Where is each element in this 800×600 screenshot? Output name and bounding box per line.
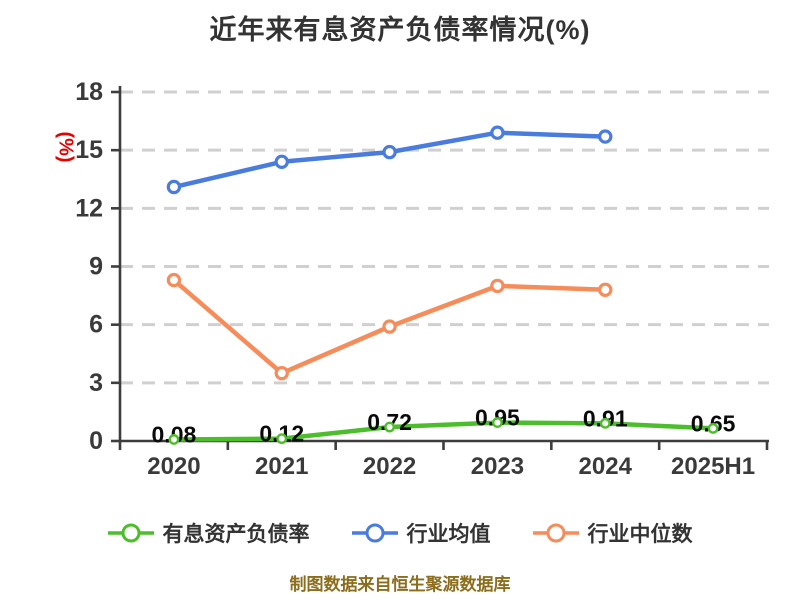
- legend-item-series-2[interactable]: 行业中位数: [532, 518, 693, 548]
- legend-item-series-1[interactable]: 行业均值: [351, 518, 491, 548]
- footer-note: 制图数据来自恒生聚源数据库: [289, 575, 511, 594]
- data-point-marker: [490, 278, 505, 294]
- y-tick-label: 6: [89, 311, 103, 339]
- data-point-marker: [276, 433, 288, 445]
- data-point-marker: [707, 422, 719, 434]
- x-category-label: 2025H1: [671, 453, 755, 480]
- data-point-marker: [382, 144, 397, 160]
- data-point-marker: [166, 179, 182, 195]
- data-point-marker: [599, 417, 611, 429]
- data-point-marker: [166, 272, 182, 288]
- series-line-1: [171, 130, 608, 190]
- line-circle-marker-icon: [532, 523, 579, 543]
- line-circle-marker-icon: [107, 523, 154, 543]
- data-point-marker: [384, 421, 395, 433]
- y-tick-label: 3: [89, 369, 103, 397]
- x-category-label: 2024: [579, 453, 633, 480]
- data-point-marker: [598, 129, 613, 144]
- legend-label: 行业均值: [406, 523, 491, 546]
- x-category-label: 2022: [363, 453, 416, 480]
- data-point-marker: [598, 282, 613, 297]
- y-tick-label: 12: [75, 194, 103, 222]
- legend-label: 行业中位数: [587, 523, 693, 546]
- legend: 有息资产负债率 行业均值 行业中位数: [0, 518, 800, 548]
- data-point-marker: [274, 154, 289, 169]
- y-tick-label: 0: [89, 427, 103, 455]
- chart-title: 近年来有息资产负债率情况(%): [209, 15, 591, 45]
- legend-label: 有息资产负债率: [162, 523, 310, 546]
- x-category-label: 2020: [147, 453, 200, 480]
- x-category-label: 2023: [471, 453, 524, 480]
- y-tick-label: 9: [89, 253, 103, 281]
- y-tick-label: 18: [75, 78, 103, 106]
- line-circle-marker-icon: [351, 523, 398, 543]
- series-line-0: [171, 420, 716, 442]
- legend-item-series-0[interactable]: 有息资产负债率: [107, 518, 310, 548]
- data-point-marker: [490, 125, 505, 140]
- y-tick-label: 15: [75, 136, 103, 164]
- x-category-label: 2021: [255, 453, 308, 480]
- data-point-marker: [382, 319, 397, 334]
- data-point-marker: [274, 365, 289, 381]
- data-point-marker: [492, 417, 503, 428]
- data-point-marker: [168, 434, 180, 445]
